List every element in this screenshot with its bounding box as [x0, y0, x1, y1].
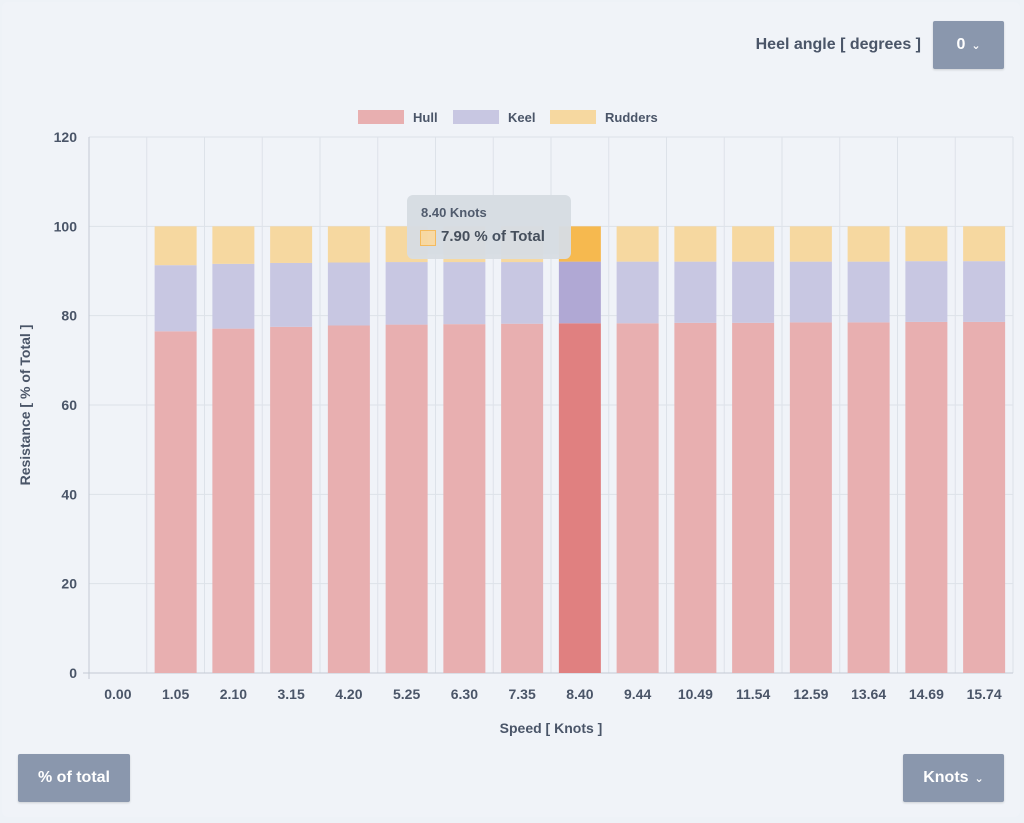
- y-tick-label: 0: [69, 665, 77, 681]
- x-tick-label: 13.64: [851, 686, 886, 702]
- heel-angle-value: 0: [956, 36, 966, 53]
- bar-keel: [558, 261, 601, 324]
- x-tick-label: 7.35: [509, 686, 536, 702]
- y-tick-label: 80: [61, 308, 77, 324]
- tooltip: 8.40 Knots 7.90 % of Total: [407, 195, 571, 259]
- bar-hull: [385, 324, 428, 673]
- x-tick-label: 14.69: [909, 686, 944, 702]
- x-tick-label: 0.00: [104, 686, 131, 702]
- y-tick-label: 60: [61, 397, 77, 413]
- x-tick-label: 11.54: [736, 686, 770, 702]
- bar-hull: [963, 321, 1006, 673]
- bar-rudders: [732, 226, 775, 262]
- bar-hull: [270, 326, 313, 673]
- bar-rudders: [616, 226, 659, 262]
- x-tick-label: 8.40: [566, 686, 593, 702]
- tooltip-title: 8.40 Knots: [421, 205, 487, 220]
- x-tick-label: 1.05: [162, 686, 189, 702]
- bar-keel: [847, 261, 890, 323]
- x-tick-label: 10.49: [678, 686, 713, 702]
- heel-angle-dropdown[interactable]: 0 ⌄: [933, 21, 1004, 69]
- units-dropdown[interactable]: Knots ⌄: [903, 754, 1004, 802]
- bar-rudders: [674, 226, 717, 262]
- x-tick-label: 2.10: [220, 686, 247, 702]
- x-axis-title: Speed [ Knots ]: [500, 720, 603, 736]
- x-tick-label: 4.20: [335, 686, 362, 702]
- bar-rudders: [963, 226, 1006, 262]
- y-tick-label: 100: [54, 218, 78, 234]
- y-tick-label: 20: [61, 576, 77, 592]
- bar-hull: [789, 322, 832, 673]
- y-tick-label: 40: [61, 486, 77, 502]
- legend-swatch-keel: [453, 110, 499, 124]
- legend-label-rudders: Rudders: [605, 110, 658, 125]
- bar-keel: [674, 261, 717, 323]
- units-label: Knots: [923, 769, 969, 786]
- bar-hull: [558, 323, 601, 673]
- bar-keel: [905, 261, 948, 322]
- bar-rudders: [847, 226, 890, 262]
- x-tick-label: 12.59: [793, 686, 828, 702]
- legend-label-hull: Hull: [413, 110, 438, 125]
- x-tick-label: 15.74: [967, 686, 1002, 702]
- bar-rudders: [327, 226, 370, 263]
- percent-of-total-button[interactable]: % of total: [18, 754, 130, 802]
- x-tick-label: 5.25: [393, 686, 420, 702]
- bar-keel: [732, 261, 775, 323]
- bar-keel: [212, 263, 255, 329]
- bar-keel: [443, 262, 486, 325]
- bar-hull: [501, 323, 544, 673]
- chevron-down-icon: ⌄: [974, 772, 984, 785]
- bar-hull: [732, 322, 775, 673]
- tooltip-swatch: [420, 230, 436, 246]
- y-tick-label: 120: [54, 129, 78, 145]
- bar-rudders: [789, 226, 832, 262]
- y-axis-title: Resistance [ % of Total ]: [17, 325, 33, 486]
- stacked-bar-chart: 0 20 40 60 80 100 120 0.00 1.05 2.10 3.15 4.20 5.25 6…: [17, 110, 1014, 736]
- bar-hull: [616, 323, 659, 673]
- bar-rudders: [154, 226, 197, 266]
- bar-keel: [385, 262, 428, 325]
- heel-angle-label: Heel angle [ degrees ]: [755, 36, 921, 53]
- bar-hull: [154, 331, 197, 673]
- bar-hull: [443, 324, 486, 673]
- bar-hull: [674, 322, 717, 673]
- legend-swatch-hull: [358, 110, 404, 124]
- bar-rudders: [212, 226, 255, 264]
- x-tick-label: 3.15: [278, 686, 305, 702]
- bar-keel: [963, 261, 1006, 322]
- bar-keel: [154, 265, 197, 332]
- bar-hull: [847, 322, 890, 673]
- bar-rudders: [270, 226, 313, 263]
- bar-keel: [616, 261, 659, 324]
- bar-hull: [905, 321, 948, 673]
- bar-hull: [327, 325, 370, 673]
- bar-keel: [501, 262, 544, 324]
- bar-rudders: [905, 226, 948, 262]
- percent-of-total-label: % of total: [38, 769, 110, 786]
- bar-keel: [789, 261, 832, 323]
- tooltip-value: 7.90 % of Total: [441, 228, 545, 245]
- bar-keel: [327, 262, 370, 326]
- legend-swatch-rudders: [550, 110, 596, 124]
- x-tick-label: 6.30: [451, 686, 478, 702]
- bar-keel: [270, 262, 313, 327]
- bar-hull: [212, 328, 255, 673]
- x-tick-label: 9.44: [624, 686, 651, 702]
- chevron-down-icon: ⌄: [971, 39, 981, 52]
- legend-label-keel: Keel: [508, 110, 535, 125]
